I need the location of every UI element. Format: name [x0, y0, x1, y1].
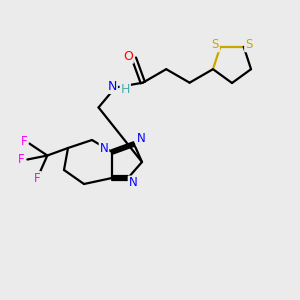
Text: F: F — [18, 153, 25, 166]
Text: H: H — [121, 83, 130, 96]
Text: N: N — [108, 80, 117, 93]
Text: F: F — [34, 172, 40, 185]
Text: O: O — [123, 50, 133, 63]
Text: N: N — [100, 142, 108, 154]
Text: F: F — [21, 135, 28, 148]
Text: S: S — [245, 38, 252, 51]
Text: S: S — [212, 38, 219, 51]
Text: N: N — [129, 176, 137, 190]
Text: N: N — [136, 133, 146, 146]
